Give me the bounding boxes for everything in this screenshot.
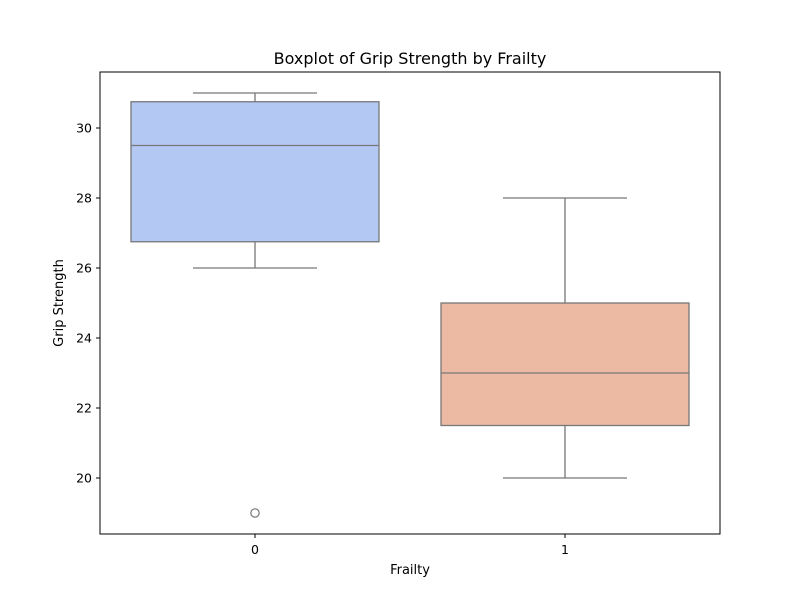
plot-frame: [99, 71, 721, 535]
y-tick-label: 26: [76, 261, 92, 276]
box-iqr: [130, 101, 380, 243]
box-group-0: [130, 92, 380, 518]
outlier-point: [250, 508, 260, 518]
y-tick-label: 30: [76, 121, 92, 136]
y-tick-label: 20: [76, 471, 92, 486]
box-group-1: [440, 197, 690, 479]
box-iqr: [440, 302, 690, 427]
chart-title: Boxplot of Grip Strength by Frailty: [274, 49, 547, 68]
x-tick-label: 0: [251, 542, 259, 557]
plot-area: [130, 92, 690, 518]
x-tick-label: 1: [561, 542, 569, 557]
y-tick-label: 24: [76, 331, 92, 346]
y-axis-label: Grip Strength: [52, 259, 67, 347]
y-tick-label: 28: [76, 191, 92, 206]
y-tick-label: 22: [76, 401, 92, 416]
x-axis-label: Frailty: [390, 563, 430, 578]
y-axis: 20 22 24 26 28 30: [76, 121, 100, 486]
